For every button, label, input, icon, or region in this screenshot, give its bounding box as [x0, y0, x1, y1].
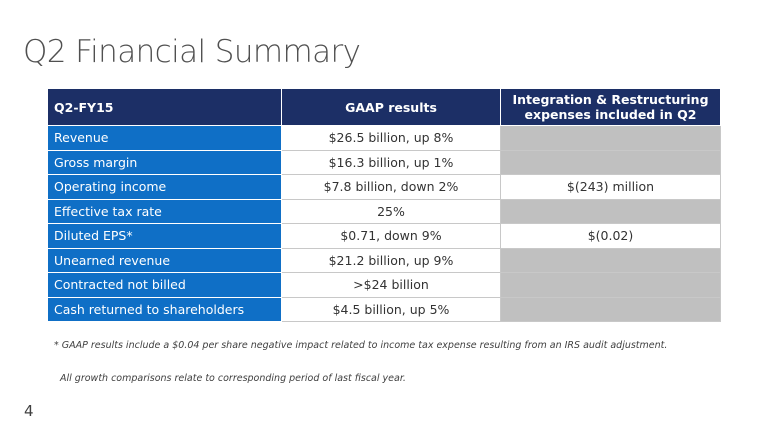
financial-summary-table: Q2-FY15 GAAP results Integration & Restr…	[47, 88, 721, 322]
metric-label: Cash returned to shareholders	[47, 296, 282, 322]
ir-value: $(0.02)	[500, 223, 721, 249]
ir-value: $(243) million	[500, 174, 721, 200]
gaap-value: 25%	[281, 198, 501, 224]
ir-value	[500, 149, 721, 175]
slide-title: Q2 Financial Summary	[23, 34, 361, 70]
gaap-value: $4.5 billion, up 5%	[281, 296, 501, 322]
gaap-value: $21.2 billion, up 9%	[281, 247, 501, 273]
page-number: 4	[24, 402, 34, 420]
metric-label: Revenue	[47, 125, 282, 151]
header-gaap-results: GAAP results	[281, 88, 501, 126]
metric-label: Unearned revenue	[47, 247, 282, 273]
ir-value	[500, 125, 721, 151]
ir-value	[500, 272, 721, 298]
header-period: Q2-FY15	[47, 88, 282, 126]
metric-label: Diluted EPS*	[47, 223, 282, 249]
metric-label: Operating income	[47, 174, 282, 200]
metric-label: Contracted not billed	[47, 272, 282, 298]
gaap-value: $0.71, down 9%	[281, 223, 501, 249]
footnote: * GAAP results include a $0.04 per share…	[54, 340, 668, 351]
table-row: Contracted not billed >$24 billion	[47, 272, 721, 298]
table-row: Revenue $26.5 billion, up 8%	[47, 125, 721, 151]
table-header-row: Q2-FY15 GAAP results Integration & Restr…	[47, 88, 721, 126]
table-row: Gross margin $16.3 billion, up 1%	[47, 149, 721, 175]
gaap-value: $16.3 billion, up 1%	[281, 149, 501, 175]
ir-value	[500, 247, 721, 273]
growth-comparison-note: All growth comparisons relate to corresp…	[60, 373, 406, 384]
table-row: Unearned revenue $21.2 billion, up 9%	[47, 247, 721, 273]
gaap-value: $7.8 billion, down 2%	[281, 174, 501, 200]
ir-value	[500, 296, 721, 322]
header-integration-restructuring: Integration & Restructuring expenses inc…	[500, 88, 721, 126]
table-row: Effective tax rate 25%	[47, 198, 721, 224]
gaap-value: $26.5 billion, up 8%	[281, 125, 501, 151]
table-row: Operating income $7.8 billion, down 2% $…	[47, 174, 721, 200]
metric-label: Effective tax rate	[47, 198, 282, 224]
gaap-value: >$24 billion	[281, 272, 501, 298]
metric-label: Gross margin	[47, 149, 282, 175]
table-row: Diluted EPS* $0.71, down 9% $(0.02)	[47, 223, 721, 249]
ir-value	[500, 198, 721, 224]
table-row: Cash returned to shareholders $4.5 billi…	[47, 296, 721, 322]
